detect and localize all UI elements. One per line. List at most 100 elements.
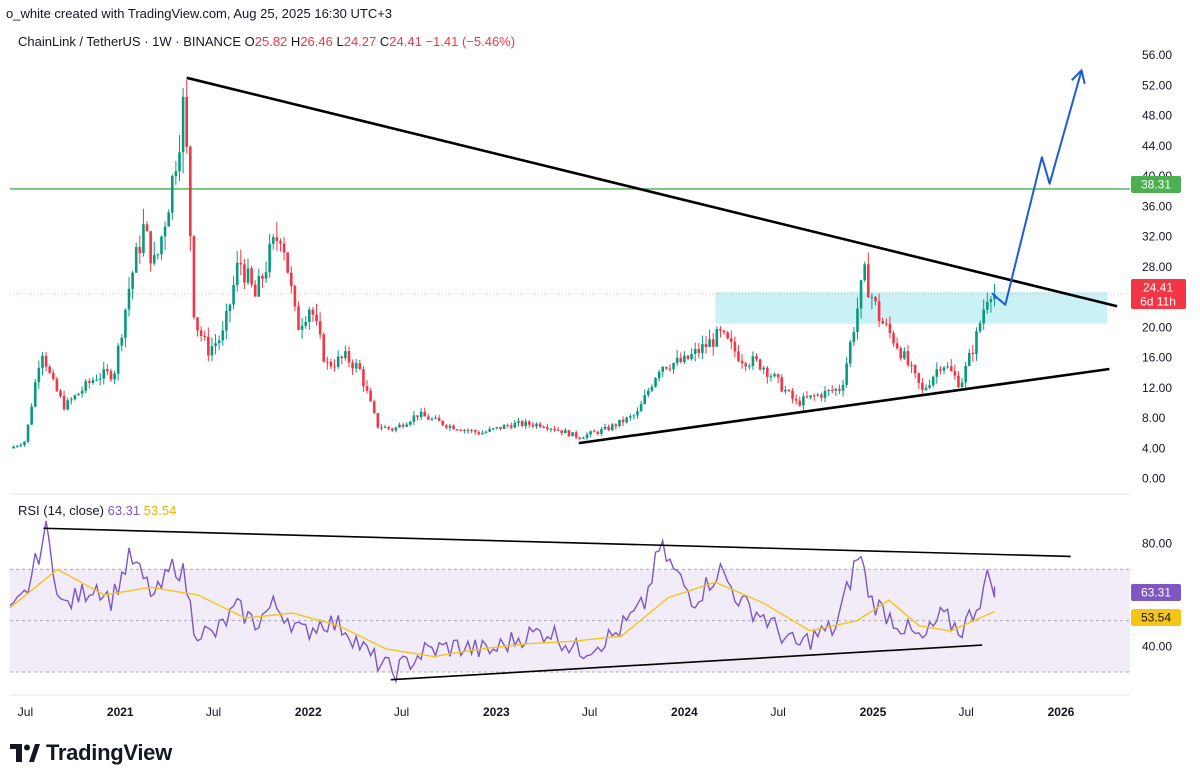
candle-body bbox=[899, 348, 903, 359]
candle-body bbox=[885, 323, 888, 325]
change-value: −1.41 (−5.46%) bbox=[425, 34, 516, 49]
candle-body bbox=[978, 323, 982, 332]
candle-body bbox=[473, 430, 477, 433]
close-label: C bbox=[379, 34, 390, 49]
candle bbox=[390, 427, 394, 433]
candle-body bbox=[318, 321, 322, 335]
level-badge-bg bbox=[1131, 176, 1181, 193]
candle-body bbox=[167, 212, 170, 227]
candle-body bbox=[845, 363, 848, 385]
candle bbox=[380, 423, 383, 431]
candle-body bbox=[798, 400, 802, 406]
candle-body bbox=[279, 241, 282, 244]
candle-body bbox=[174, 171, 178, 177]
candle bbox=[127, 277, 131, 317]
candle-body bbox=[578, 437, 582, 439]
rsi-badge-bg bbox=[1131, 584, 1181, 601]
candle bbox=[603, 423, 607, 430]
candle bbox=[149, 230, 152, 272]
rsi-badge: 63.31 bbox=[1141, 586, 1171, 600]
candle-body bbox=[647, 390, 650, 396]
price-tick-label: 28.00 bbox=[1142, 260, 1172, 274]
candle bbox=[261, 273, 264, 288]
candle-body bbox=[621, 419, 625, 423]
candle-body bbox=[614, 424, 618, 427]
candle-body bbox=[549, 428, 553, 430]
candle-body bbox=[203, 336, 207, 338]
candle-body bbox=[217, 340, 221, 344]
candle bbox=[585, 432, 589, 440]
candle-body bbox=[856, 308, 859, 333]
tradingview-logo[interactable]: TradingView bbox=[10, 740, 172, 766]
candle-body bbox=[189, 146, 192, 237]
candle bbox=[978, 320, 982, 334]
candle-body bbox=[513, 422, 517, 428]
candle-body bbox=[228, 304, 232, 312]
candle-body bbox=[23, 441, 26, 445]
candle-body bbox=[744, 363, 747, 367]
candle bbox=[917, 372, 921, 389]
candle bbox=[690, 348, 693, 361]
candle bbox=[235, 250, 239, 292]
candle-body bbox=[62, 396, 66, 410]
candle bbox=[80, 386, 84, 398]
candle bbox=[264, 261, 268, 283]
candle bbox=[737, 344, 740, 363]
time-tick-label: 2024 bbox=[671, 705, 698, 719]
candle bbox=[318, 312, 322, 339]
candle bbox=[286, 252, 289, 274]
candle-body bbox=[863, 264, 866, 281]
candle bbox=[499, 427, 502, 431]
candle bbox=[358, 359, 362, 370]
candle-body bbox=[546, 427, 549, 429]
candle bbox=[365, 380, 369, 394]
rsi-legend: RSI (14, close) 63.31 53.54 bbox=[18, 503, 176, 518]
candle bbox=[939, 366, 942, 375]
candle-body bbox=[946, 366, 949, 368]
candle-body bbox=[654, 378, 657, 387]
candle bbox=[885, 318, 888, 327]
candle bbox=[41, 351, 44, 376]
candle-body bbox=[51, 372, 55, 379]
candle bbox=[333, 359, 336, 372]
candle-body bbox=[282, 243, 286, 253]
candle-body bbox=[686, 355, 690, 359]
candle-body bbox=[26, 424, 30, 442]
candle-body bbox=[805, 396, 809, 398]
candle-body bbox=[949, 366, 953, 371]
candle-body bbox=[102, 369, 106, 379]
candle-body bbox=[470, 430, 473, 432]
candle-body bbox=[495, 427, 499, 429]
candle bbox=[300, 318, 304, 339]
candle bbox=[372, 399, 376, 415]
candle-body bbox=[372, 401, 376, 414]
candle bbox=[928, 379, 931, 390]
candle-body bbox=[683, 355, 686, 362]
candle-body bbox=[163, 226, 167, 237]
candle-body bbox=[344, 351, 347, 359]
candle-body bbox=[419, 411, 423, 417]
candle bbox=[344, 345, 347, 361]
rsi-lower-trendline bbox=[390, 644, 983, 681]
candle-body bbox=[802, 396, 805, 406]
candle bbox=[282, 236, 286, 261]
projection-arrowhead bbox=[1071, 69, 1086, 85]
candle-body bbox=[268, 243, 271, 273]
candle bbox=[62, 390, 66, 411]
candle bbox=[452, 424, 455, 430]
candle bbox=[437, 414, 441, 422]
candle bbox=[975, 327, 978, 361]
candle bbox=[185, 79, 189, 154]
candle bbox=[275, 222, 279, 251]
close-value: 24.41 bbox=[389, 34, 422, 49]
candle-body bbox=[95, 379, 98, 381]
candle-body bbox=[340, 356, 344, 359]
candle-body bbox=[758, 359, 762, 370]
candle bbox=[362, 366, 365, 393]
low-label: L bbox=[336, 34, 344, 49]
last-price-badge-bg bbox=[1131, 279, 1186, 309]
candle bbox=[214, 334, 217, 355]
candle-body bbox=[271, 237, 275, 244]
candle bbox=[84, 379, 88, 394]
